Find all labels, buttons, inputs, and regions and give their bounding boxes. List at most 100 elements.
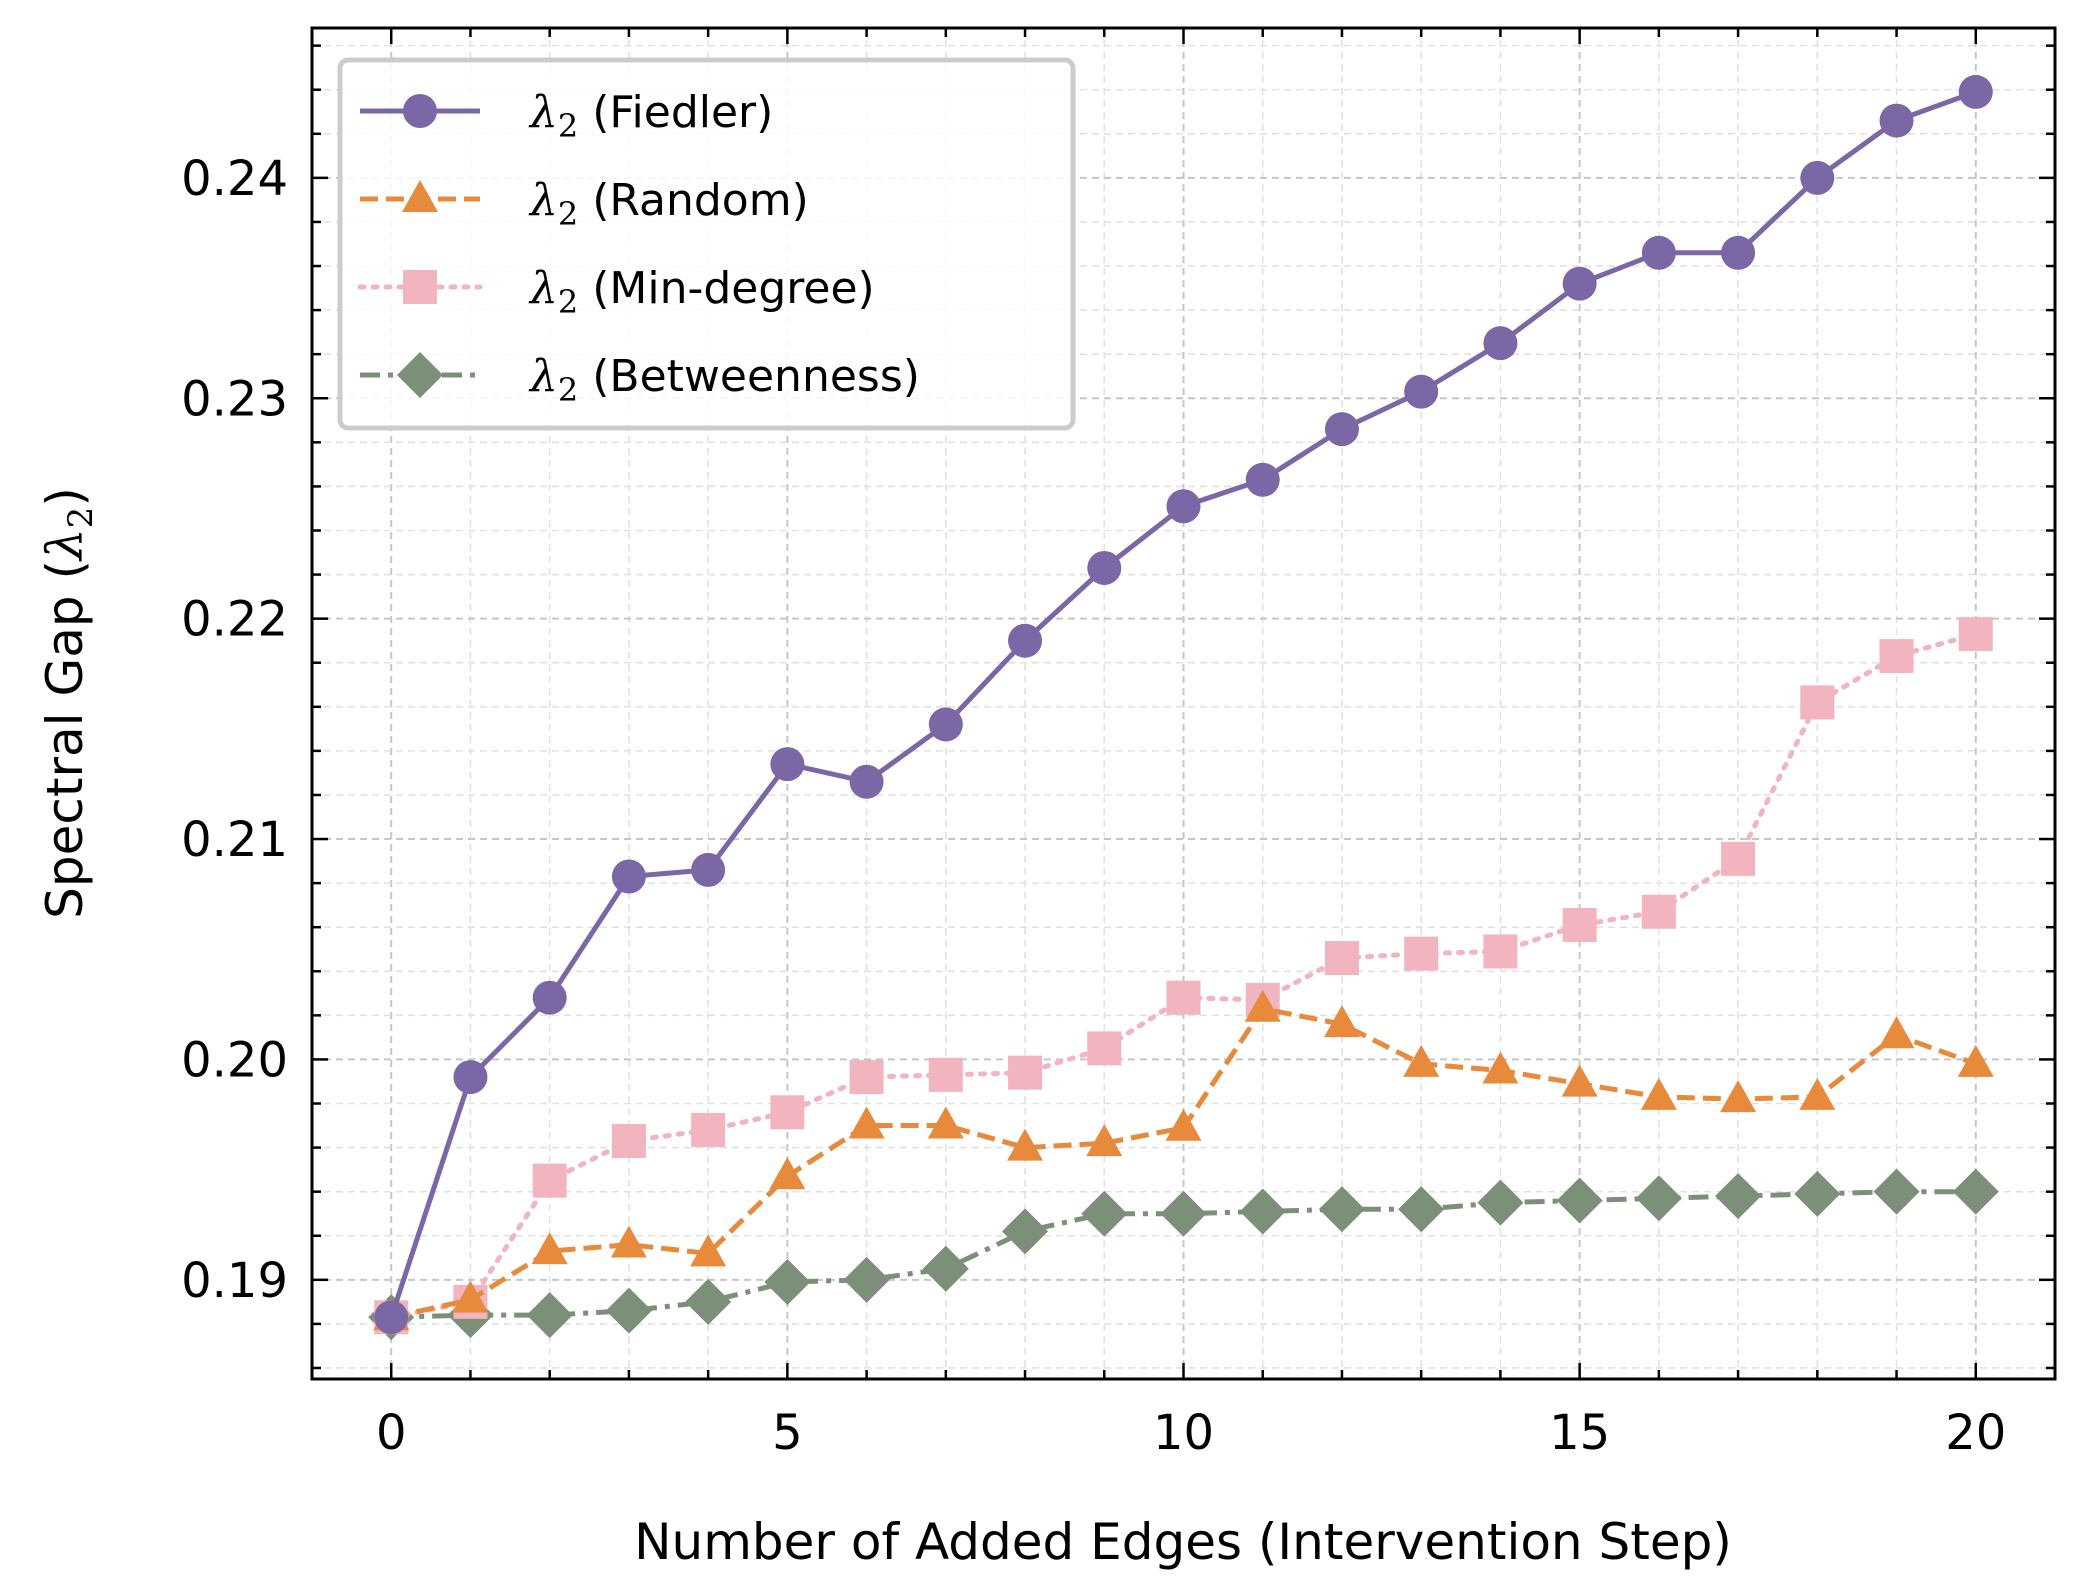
data-point [1086,1124,1123,1157]
legend-marker [402,180,438,212]
data-point [1879,639,1914,674]
x-tick-label: 0 [376,1405,407,1461]
data-point [690,1234,727,1267]
data-point [1002,1208,1049,1255]
data-point [922,1245,969,1292]
data-point [611,859,646,894]
data-point [1721,235,1756,270]
data-point [526,1292,573,1339]
x-axis-label: Number of Added Edges (Intervention Step… [634,1513,1732,1571]
data-point [691,852,726,887]
y-tick-label: 0.19 [181,1253,288,1309]
series-layer [368,74,1999,1341]
data-point [843,1256,890,1303]
data-point [1957,1044,1994,1077]
legend-entry: λ2 (Fiedler) [360,87,773,145]
data-point [1794,1170,1841,1217]
legend-label: λ2 (Betweenness) [528,351,920,409]
data-point [611,1123,646,1158]
data-point [928,1057,963,1092]
data-point [764,1259,811,1306]
data-point [1958,617,1993,652]
legend: λ2 (Fiedler) λ2 (Random) λ2 (Min-degree) λ2 (Be… [337,57,1076,431]
legend-marker [397,352,443,398]
data-point [1087,550,1122,585]
data-point [1799,1077,1836,1110]
data-point [1635,1175,1682,1222]
data-point [452,1280,489,1313]
data-point [927,1106,964,1139]
data-point [1873,1168,1920,1215]
x-tick-label: 5 [772,1405,803,1461]
x-tick-label: 10 [1153,1405,1214,1461]
y-tick-label: 0.23 [181,371,288,427]
data-point [1087,1031,1122,1066]
legend-entry: λ2 (Betweenness) [360,351,920,409]
data-point [1482,1051,1519,1084]
y-tick-label: 0.20 [181,1032,288,1088]
data-point [1245,462,1280,497]
data-point [1800,685,1835,720]
legend-entry: λ2 (Min-degree) [357,263,875,321]
data-point [1641,894,1676,929]
data-point [691,1112,726,1147]
data-point [1562,266,1597,301]
legend-marker [403,270,437,304]
data-point [1007,1128,1044,1161]
y-axis-label: Spectral Gap (λ2) [36,487,101,919]
data-point [1166,980,1201,1015]
data-point [1081,1190,1128,1237]
data-point [1800,160,1835,195]
data-point [1244,989,1281,1022]
data-point [531,1232,568,1265]
data-point [1715,1173,1762,1220]
data-point [1165,1108,1202,1141]
data-point [849,1060,884,1095]
data-point [1640,1077,1677,1110]
legend-label: λ2 (Min-degree) [528,263,875,321]
legend-label: λ2 (Random) [528,175,809,233]
data-point [1556,1177,1603,1224]
data-point [532,980,567,1015]
data-point [1641,235,1676,270]
series-fiedler [374,74,1993,1335]
data-point [1477,1179,1524,1226]
tick-labels: 0 5 10 15 20 0.19 0.20 0.21 0.22 0.23 0.24 [181,151,2006,1461]
data-point [1239,1188,1286,1235]
y-tick-label: 0.22 [181,592,288,648]
data-point [1952,1168,1999,1215]
data-point [1160,1190,1207,1237]
data-point [1398,1186,1445,1233]
data-point [1323,1005,1360,1038]
plot-frame [310,26,2057,1381]
legend-entry: λ2 (Random) [360,175,809,233]
data-point [1721,841,1756,876]
data-point [453,1060,488,1095]
data-point [1404,374,1439,409]
data-point [928,707,963,742]
data-point [610,1225,647,1258]
data-point [532,1163,567,1198]
data-point [685,1278,732,1325]
data-point [1958,74,1993,109]
data-point [1720,1080,1757,1113]
y-tick-label: 0.24 [181,151,288,207]
data-point [1324,941,1359,976]
data-point [770,747,805,782]
x-tick-label: 20 [1945,1405,2006,1461]
series-random [373,989,1994,1331]
data-point [605,1287,652,1334]
legend-marker [403,94,437,128]
series-line [391,1189,1976,1320]
data-point [1562,907,1597,942]
data-point [1318,1186,1365,1233]
data-point [849,764,884,799]
data-point [1483,934,1518,969]
data-point [1879,103,1914,138]
data-point [1008,623,1043,658]
data-point [1878,1016,1915,1049]
data-point [1324,412,1359,447]
legend-label: λ2 (Fiedler) [528,87,773,145]
data-point [770,1095,805,1130]
